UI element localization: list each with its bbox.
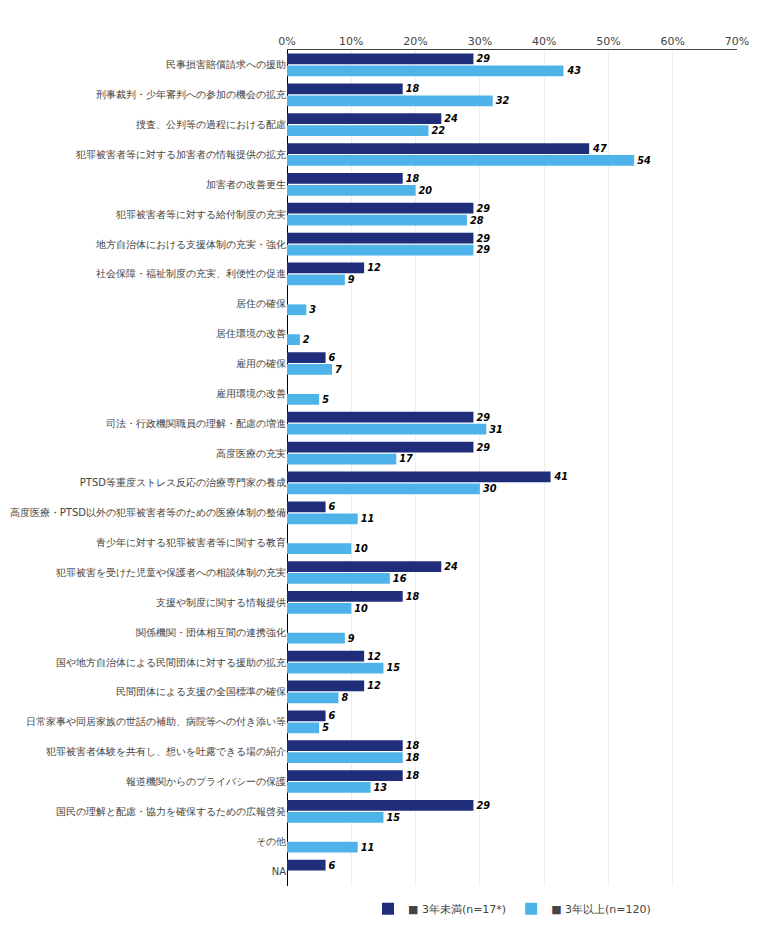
svg-text:50%: 50%	[596, 35, 620, 48]
svg-text:居住の確保: 居住の確保	[236, 298, 286, 309]
svg-text:0%: 0%	[278, 35, 295, 48]
svg-text:32: 32	[496, 95, 510, 106]
svg-text:24: 24	[444, 113, 458, 124]
svg-text:30: 30	[483, 483, 497, 494]
svg-text:司法・行政機関職員の理解・配慮の増進: 司法・行政機関職員の理解・配慮の増進	[106, 418, 286, 429]
svg-text:18: 18	[406, 173, 420, 184]
svg-text:PTSD等重度ストレス反応の治療専門家の養成: PTSD等重度ストレス反応の治療専門家の養成	[80, 477, 286, 488]
svg-text:雇用環境の改善: 雇用環境の改善	[216, 388, 286, 399]
svg-text:7: 7	[335, 364, 342, 375]
svg-text:青少年に対する犯罪被害者等に関する教育: 青少年に対する犯罪被害者等に関する教育	[96, 537, 286, 548]
svg-text:43: 43	[566, 65, 581, 76]
svg-text:12: 12	[367, 680, 381, 691]
svg-text:18: 18	[406, 83, 420, 94]
svg-text:高度医療の充実: 高度医療の充実	[216, 448, 286, 459]
svg-text:10: 10	[354, 543, 368, 554]
svg-text:10: 10	[354, 603, 368, 614]
svg-text:24: 24	[444, 561, 458, 572]
svg-text:犯罪被害者等に対する加害者の情報提供の拡充: 犯罪被害者等に対する加害者の情報提供の拡充	[76, 149, 286, 160]
svg-text:6: 6	[329, 352, 336, 363]
svg-text:15: 15	[386, 812, 400, 823]
svg-text:11: 11	[361, 513, 375, 524]
svg-text:その他: その他	[256, 836, 286, 847]
svg-text:関係機関・団体相互間の連携強化: 関係機関・団体相互間の連携強化	[136, 627, 286, 638]
svg-text:6: 6	[329, 501, 336, 512]
svg-text:60%: 60%	[660, 35, 684, 48]
svg-text:29: 29	[476, 53, 490, 64]
svg-text:29: 29	[476, 442, 490, 453]
svg-text:2: 2	[303, 334, 310, 345]
svg-text:47: 47	[592, 143, 607, 154]
svg-text:3: 3	[309, 304, 316, 315]
svg-text:6: 6	[329, 710, 336, 721]
svg-text:11: 11	[361, 842, 375, 853]
svg-text:54: 54	[637, 155, 651, 166]
svg-text:高度医療・PTSD以外の犯罪被害者等のための医療体制の整備: 高度医療・PTSD以外の犯罪被害者等のための医療体制の整備	[10, 507, 286, 518]
svg-text:31: 31	[489, 424, 503, 435]
svg-text:28: 28	[470, 215, 484, 226]
svg-text:支援や制度に関する情報提供: 支援や制度に関する情報提供	[156, 597, 286, 608]
svg-text:地方自治体における支援体制の充実・強化: 地方自治体における支援体制の充実・強化	[95, 239, 286, 250]
svg-text:民事損害賠償請求への援助: 民事損害賠償請求への援助	[166, 59, 286, 70]
svg-text:29: 29	[476, 233, 490, 244]
svg-text:41: 41	[554, 471, 569, 482]
svg-text:日常家事や同居家族の世話の補助、病院等への付き添い等: 日常家事や同居家族の世話の補助、病院等への付き添い等	[26, 716, 286, 727]
svg-text:13: 13	[374, 782, 388, 793]
svg-text:加害者の改善更生: 加害者の改善更生	[206, 179, 286, 190]
svg-text:報道機関からのプライバシーの保護: 報道機関からのプライバシーの保護	[126, 776, 286, 787]
svg-text:17: 17	[399, 453, 413, 464]
svg-text:9: 9	[348, 274, 355, 285]
svg-text:国民の理解と配慮・協力を確保するための広報啓発: 国民の理解と配慮・協力を確保するための広報啓発	[56, 806, 286, 817]
svg-text:18: 18	[406, 770, 420, 781]
svg-text:29: 29	[476, 203, 490, 214]
svg-text:29: 29	[476, 800, 490, 811]
svg-text:70%: 70%	[725, 35, 749, 48]
svg-text:■ 3年未満(n=17*): ■ 3年未満(n=17*)	[408, 903, 506, 916]
svg-text:刑事裁判・少年審判への参加の機会の拡充: 刑事裁判・少年審判への参加の機会の拡充	[96, 89, 286, 100]
svg-text:犯罪被害者等に対する給付制度の充実: 犯罪被害者等に対する給付制度の充実	[116, 209, 286, 220]
svg-text:20: 20	[419, 185, 433, 196]
svg-text:12: 12	[367, 262, 381, 273]
svg-text:16: 16	[393, 573, 407, 584]
svg-text:NA: NA	[272, 866, 286, 877]
svg-text:40%: 40%	[532, 35, 556, 48]
svg-text:捜査、公判等の過程における配慮: 捜査、公判等の過程における配慮	[136, 119, 286, 130]
svg-text:12: 12	[367, 651, 381, 662]
svg-text:29: 29	[476, 244, 490, 255]
svg-text:社会保障・福祉制度の充実、利便性の促進: 社会保障・福祉制度の充実、利便性の促進	[96, 268, 286, 279]
svg-text:■ 3年以上(n=120): ■ 3年以上(n=120)	[551, 903, 651, 916]
svg-text:民間団体による支援の全国標準の確保: 民間団体による支援の全国標準の確保	[116, 686, 286, 697]
svg-text:29: 29	[476, 412, 490, 423]
svg-text:18: 18	[406, 752, 420, 763]
svg-text:犯罪被害者体験を共有し、想いを吐露できる場の紹介: 犯罪被害者体験を共有し、想いを吐露できる場の紹介	[46, 746, 286, 757]
svg-text:5: 5	[322, 394, 329, 405]
svg-text:9: 9	[348, 633, 355, 644]
svg-text:18: 18	[406, 591, 420, 602]
svg-text:5: 5	[322, 722, 329, 733]
svg-text:18: 18	[406, 740, 420, 751]
svg-text:22: 22	[431, 125, 445, 136]
svg-text:6: 6	[329, 860, 336, 871]
svg-text:雇用の確保: 雇用の確保	[236, 358, 286, 369]
svg-text:10%: 10%	[339, 35, 363, 48]
svg-text:20%: 20%	[403, 35, 427, 48]
svg-text:居住環境の改善: 居住環境の改善	[216, 328, 286, 339]
svg-text:15: 15	[386, 662, 400, 673]
svg-text:8: 8	[341, 692, 348, 703]
svg-text:犯罪被害を受けた児童や保護者への相談体制の充実: 犯罪被害を受けた児童や保護者への相談体制の充実	[56, 567, 286, 578]
svg-text:30%: 30%	[468, 35, 492, 48]
svg-text:国や地方自治体による民間団体に対する援助の拡充: 国や地方自治体による民間団体に対する援助の拡充	[56, 657, 286, 668]
